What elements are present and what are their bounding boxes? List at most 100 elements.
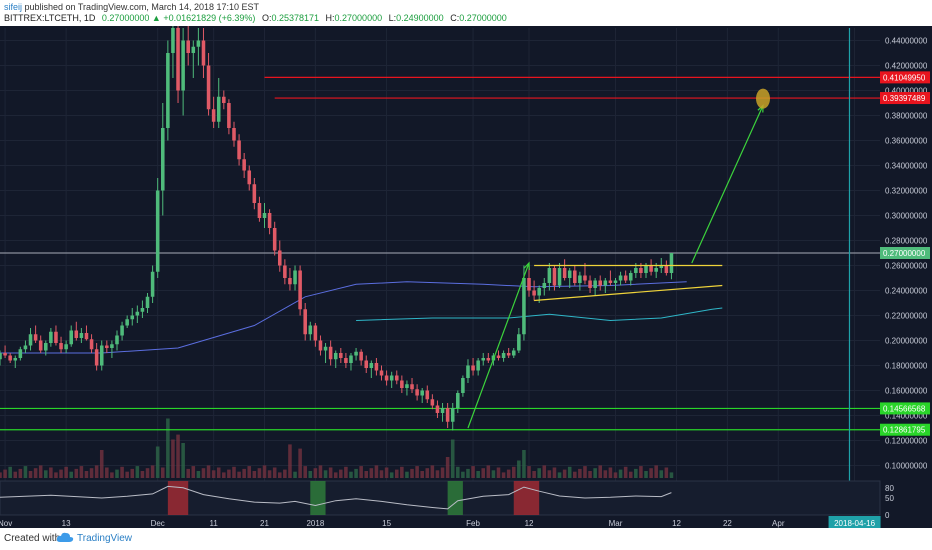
close-label: C: [450, 13, 460, 23]
moving-average-short [356, 307, 723, 322]
candle-body [527, 278, 531, 291]
volume-bar [211, 470, 216, 478]
time-tick-label: Nov [0, 519, 12, 528]
candle-body [496, 355, 501, 358]
volume-bar [573, 471, 577, 478]
time-tick-label: 2018-04-16 [834, 519, 875, 528]
candle-body [339, 353, 343, 358]
price-tag [880, 71, 930, 84]
candle-body [247, 170, 252, 185]
volume-bar [578, 468, 582, 478]
projection-arrow [467, 262, 530, 429]
created-with-text: Created with [4, 533, 61, 544]
volume-bar [603, 470, 608, 478]
candle-body [160, 128, 165, 191]
candle-body [196, 40, 201, 47]
time-tick-label: 21 [260, 519, 269, 528]
volume-bar [435, 470, 440, 478]
rsi-zone [513, 481, 540, 515]
volume-bar [130, 468, 135, 478]
rsi-zone [167, 481, 189, 515]
candle-body [120, 325, 124, 336]
published-text: published on TradingView.com, March 14, … [22, 2, 259, 12]
time-tick-label: 13 [62, 519, 71, 528]
volume-bar [186, 468, 190, 478]
volume-bar [59, 469, 63, 478]
candle-body [99, 345, 104, 366]
tradingview-brand[interactable]: TradingView [77, 533, 133, 544]
candle-body [186, 40, 190, 53]
candle-body [450, 408, 455, 422]
price-tick-label: 0.44000000 [885, 37, 928, 46]
candle-body [89, 339, 94, 350]
volume-bar [232, 466, 236, 478]
volume-bar [206, 465, 211, 478]
volume-bar [277, 472, 282, 478]
price-tick-label: 0.32000000 [885, 187, 928, 196]
volume-bar [618, 469, 623, 478]
volume-bar [623, 466, 628, 478]
candle-body [33, 334, 38, 341]
author-name[interactable]: sifeij [4, 2, 23, 12]
candle-body [313, 325, 318, 341]
candle-body [262, 213, 267, 218]
volume-bar [389, 472, 394, 478]
volume-bar [166, 418, 170, 478]
candle-body [3, 353, 7, 356]
low-label: L: [388, 13, 397, 23]
candle-body [420, 390, 424, 396]
volume-bar [461, 471, 465, 478]
candle-body [54, 331, 58, 343]
volume-bar [456, 466, 460, 478]
symbol-label[interactable]: BITTREX:LTCETH, 1D [4, 13, 96, 23]
price-tag-label: 0.39397489 [883, 94, 926, 103]
candle-body [562, 268, 567, 278]
candle-body [506, 353, 511, 356]
candle-body [603, 280, 608, 286]
volume-bar [171, 439, 175, 478]
time-tick-label: Apr [772, 519, 785, 528]
open-label: O: [261, 13, 272, 23]
date-tag [828, 516, 881, 528]
time-tick-label: 12 [672, 519, 681, 528]
volume-bar [410, 468, 414, 478]
candle-body [471, 365, 475, 371]
volume-bar [160, 467, 165, 478]
time-axis[interactable]: Nov 13 Dec 11 21 2018 15 Feb 12 Mar 12 22 Apr 2018-04… [0, 516, 881, 528]
candle-body [588, 280, 592, 288]
candle-body [369, 363, 374, 368]
volume-bar [506, 469, 511, 478]
volume-bar [140, 471, 145, 478]
volume-bar [354, 468, 358, 478]
candle-body [145, 296, 150, 308]
candle-body [328, 346, 333, 360]
symbol-info: BITTREX:LTCETH, 1D 0.27000000 ▲ +0.01621… [4, 13, 507, 23]
candle-body [323, 346, 328, 351]
volume-bar [400, 466, 404, 478]
volume-bar [364, 471, 369, 478]
price-axis[interactable]: 0.44000000 0.42000000 0.40000000 0.38000000… [880, 37, 930, 471]
candle-body [13, 358, 18, 361]
volume-bar [369, 468, 374, 478]
price-tick-label: 0.26000000 [885, 262, 928, 271]
volume-bar [191, 466, 196, 478]
price-tick-label: 0.34000000 [885, 162, 928, 171]
volume-bar [313, 468, 318, 478]
candle-body [552, 268, 557, 286]
horizontal-levels[interactable] [0, 76, 880, 431]
volume-bar [181, 443, 185, 478]
candle-body [344, 358, 348, 363]
candle-body [593, 280, 597, 288]
price-tick-label: 0.36000000 [885, 137, 928, 146]
volume-bar [120, 466, 124, 478]
open-value: 0.25378171 [271, 13, 320, 23]
price-change: 0.27000000 ▲ +0.01621829 (+6.39%) [101, 13, 256, 23]
volume-bar [323, 470, 328, 478]
candle-body [38, 340, 43, 351]
time-tick-label: 15 [382, 519, 391, 528]
volume-bar [384, 467, 389, 478]
candle-body [211, 109, 216, 122]
drawing-tools[interactable] [467, 28, 851, 515]
candle-body [628, 273, 633, 281]
